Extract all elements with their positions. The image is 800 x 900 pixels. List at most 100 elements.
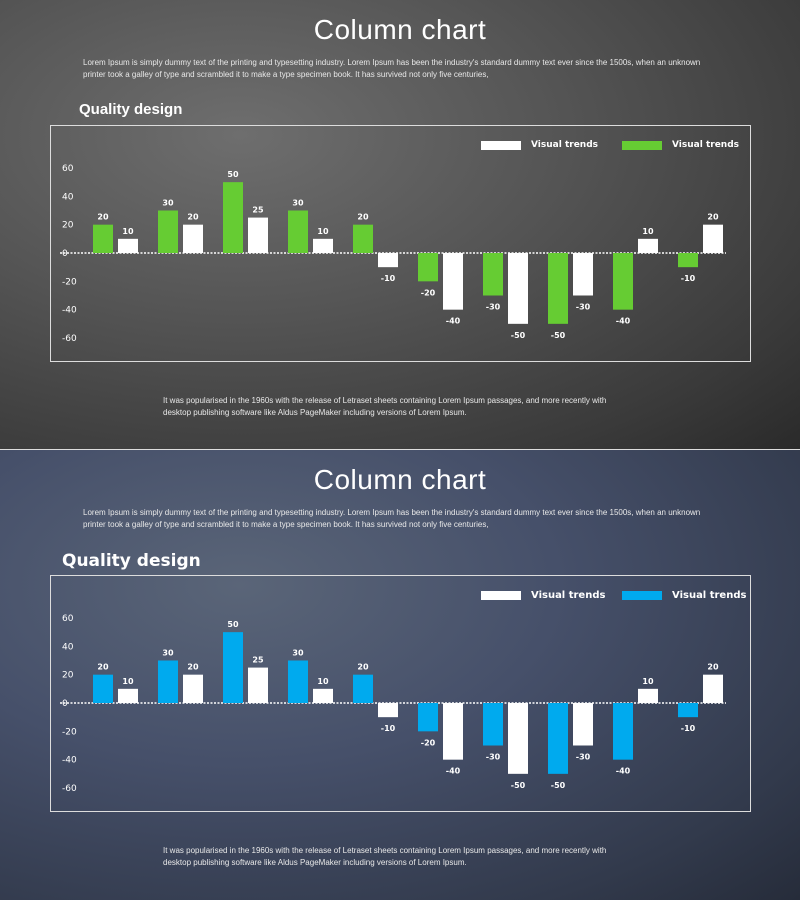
bar	[378, 253, 398, 268]
data-label: 30	[292, 199, 304, 208]
bar	[158, 660, 178, 703]
bar	[248, 217, 268, 253]
data-label: -10	[381, 274, 396, 283]
data-label: -50	[551, 781, 566, 790]
intro-text: Lorem Ipsum is simply dummy text of the …	[83, 58, 701, 79]
data-label: 20	[97, 663, 109, 672]
footer-text: It was popularised in the 1960s with the…	[163, 846, 607, 867]
data-label: -10	[681, 274, 696, 283]
bar	[508, 253, 528, 324]
legend-swatch	[622, 591, 662, 600]
chart-frame	[50, 575, 751, 812]
section-heading: Quality design	[79, 101, 183, 118]
bar	[118, 688, 138, 703]
y-tick-label: 40	[62, 192, 74, 202]
bar	[353, 224, 373, 253]
data-label: 25	[252, 206, 264, 215]
bar	[313, 238, 333, 253]
y-tick-label: -20	[62, 727, 77, 737]
data-label: -10	[381, 724, 396, 733]
bar	[223, 182, 243, 253]
data-label: -10	[681, 724, 696, 733]
bar	[703, 674, 723, 703]
bar	[613, 253, 633, 310]
bar	[93, 674, 113, 703]
y-tick-label: 40	[62, 642, 74, 652]
bar	[483, 253, 503, 296]
slide-blue: Column chart Lorem Ipsum is simply dummy…	[0, 450, 800, 900]
bar	[418, 253, 438, 282]
bar	[288, 210, 308, 253]
bar	[548, 703, 568, 774]
slide-title: Column chart	[313, 464, 487, 495]
column-chart: 60 40 20 0 -20 -40 -60 20 30 50 30 20 -20 -30 -50 -40 -1…	[60, 164, 726, 344]
intro-text: Lorem Ipsum is simply dummy text of the …	[83, 508, 701, 529]
bar	[248, 667, 268, 703]
column-chart: 60 40 20 0 -20 -40 -60 20 30 50 30 20 -20 -30 -50 -40 -1…	[60, 614, 726, 794]
bar	[443, 253, 463, 310]
data-label: -40	[446, 767, 461, 776]
bar	[118, 238, 138, 253]
bar	[573, 253, 593, 296]
legend-label: Visual trends	[531, 590, 606, 601]
legend-swatch	[481, 591, 521, 600]
slide-title: Column chart	[313, 14, 487, 45]
data-label: -50	[551, 331, 566, 340]
bar	[288, 660, 308, 703]
data-label: 20	[187, 213, 199, 222]
legend-label: Visual trends	[672, 590, 747, 601]
slide-green: Column chart Lorem Ipsum is simply dummy…	[0, 0, 800, 450]
y-tick-label: 0	[62, 249, 68, 259]
legend-swatch	[481, 140, 521, 150]
data-label: 20	[707, 213, 719, 222]
data-label: 50	[227, 620, 239, 629]
data-label: 20	[707, 663, 719, 672]
data-label: -20	[421, 288, 436, 297]
y-tick-label: -40	[62, 756, 77, 766]
bar	[548, 253, 568, 324]
data-label: 20	[357, 213, 369, 222]
bar	[93, 224, 113, 253]
y-tick-label: -60	[62, 784, 77, 794]
y-tick-label: -40	[62, 306, 77, 316]
data-label: -40	[616, 317, 631, 326]
legend-label: Visual trends	[531, 140, 598, 150]
bar	[183, 224, 203, 253]
legend-item-accent: Visual trends	[622, 590, 746, 601]
bar	[613, 703, 633, 760]
bar	[638, 238, 658, 253]
bar	[508, 703, 528, 774]
data-label: -30	[576, 303, 591, 312]
y-tick-label: 0	[62, 699, 68, 709]
data-label: 10	[642, 677, 654, 686]
y-tick-label: 60	[62, 614, 74, 624]
data-label: -30	[486, 303, 501, 312]
data-label: -30	[486, 753, 501, 762]
chart-frame	[50, 125, 751, 362]
data-label: 30	[162, 199, 174, 208]
bar	[223, 632, 243, 703]
data-label: -30	[576, 753, 591, 762]
bar	[443, 703, 463, 760]
y-tick-label: -20	[62, 277, 77, 287]
data-label: 30	[162, 649, 174, 658]
y-tick-label: 60	[62, 164, 74, 174]
bar	[678, 703, 698, 718]
bar	[638, 688, 658, 703]
data-label: 20	[97, 213, 109, 222]
data-label: 20	[187, 663, 199, 672]
legend-item-white: Visual trends	[481, 140, 598, 150]
data-label: -40	[616, 767, 631, 776]
data-label: 25	[252, 656, 264, 665]
bar	[483, 703, 503, 746]
y-tick-label: 20	[62, 221, 74, 231]
data-label: 10	[122, 227, 134, 236]
data-label: 10	[122, 677, 134, 686]
y-tick-label: 20	[62, 671, 74, 681]
bar	[678, 253, 698, 268]
footer-text: It was popularised in the 1960s with the…	[163, 396, 607, 417]
legend-swatch	[622, 140, 662, 150]
data-label: 10	[642, 227, 654, 236]
bar	[418, 703, 438, 732]
data-label: 10	[317, 227, 329, 236]
